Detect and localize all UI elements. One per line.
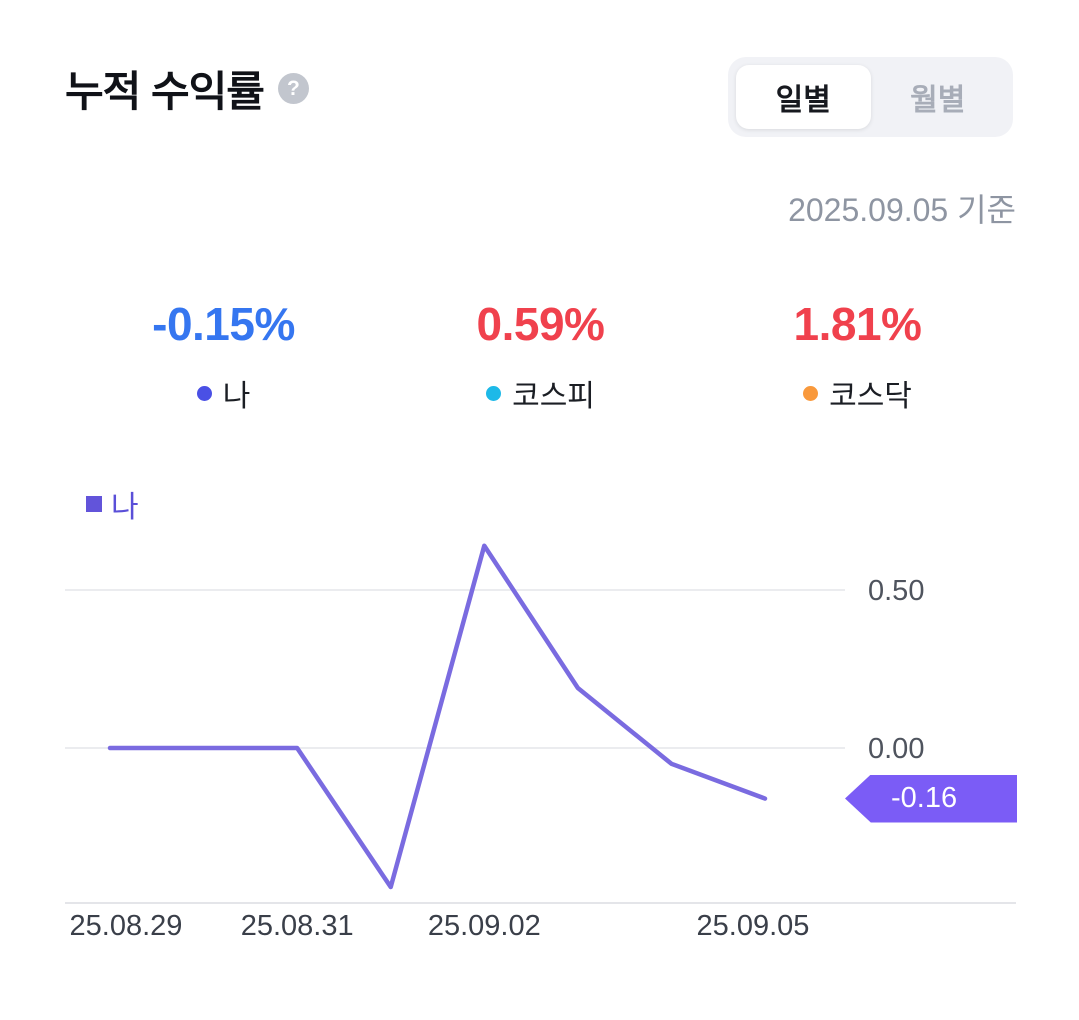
stat-kosdaq-label-row: 코스닥	[699, 371, 1016, 415]
stat-kosdaq-value: 1.81%	[793, 298, 922, 350]
svg-text:0.50: 0.50	[868, 575, 924, 607]
me-dot-icon	[196, 385, 212, 401]
stat-kospi: 0.59% 코스피	[382, 297, 699, 415]
stat-kosdaq-label: 코스닥	[829, 380, 912, 413]
stat-me-label-row: 나	[65, 371, 382, 415]
kosdaq-dot-icon	[803, 385, 819, 401]
svg-text:0.00: 0.00	[868, 733, 924, 765]
stat-kospi-label: 코스피	[512, 380, 595, 413]
as-of-date: 2025.09.05 기준	[788, 192, 1016, 228]
help-icon[interactable]: ?	[277, 73, 309, 104]
page-title: 누적 수익률	[65, 68, 265, 115]
svg-text:25.08.29: 25.08.29	[70, 910, 183, 942]
stat-me-value: -0.15%	[152, 298, 295, 350]
svg-text:25.09.05: 25.09.05	[697, 910, 810, 942]
stat-me-label: 나	[222, 380, 251, 413]
period-toggle: 일별 월별	[728, 57, 1013, 137]
header: 누적 수익률 ?	[65, 58, 309, 119]
line-chart: 0.50 0.00 25.08.29 25.08.31 25.09.02 25.09.05	[65, 543, 1016, 942]
legend-square-icon	[86, 496, 102, 512]
kospi-dot-icon	[486, 385, 502, 401]
toggle-monthly-button[interactable]: 월별	[871, 65, 1006, 129]
chart-legend: 나	[86, 482, 139, 526]
toggle-daily-button[interactable]: 일별	[736, 65, 871, 129]
stat-kospi-label-row: 코스피	[382, 371, 699, 415]
svg-text:25.09.02: 25.09.02	[428, 910, 541, 942]
legend-label: 나	[111, 491, 139, 524]
stat-kosdaq: 1.81% 코스닥	[699, 297, 1016, 415]
stats-row: -0.15% 나 0.59% 코스피 1.81% 코스닥	[65, 297, 1016, 415]
svg-text:25.08.31: 25.08.31	[241, 910, 354, 942]
stat-kospi-value: 0.59%	[476, 298, 605, 350]
last-value-badge: -0.16	[845, 774, 1017, 823]
stat-me: -0.15% 나	[65, 297, 382, 415]
